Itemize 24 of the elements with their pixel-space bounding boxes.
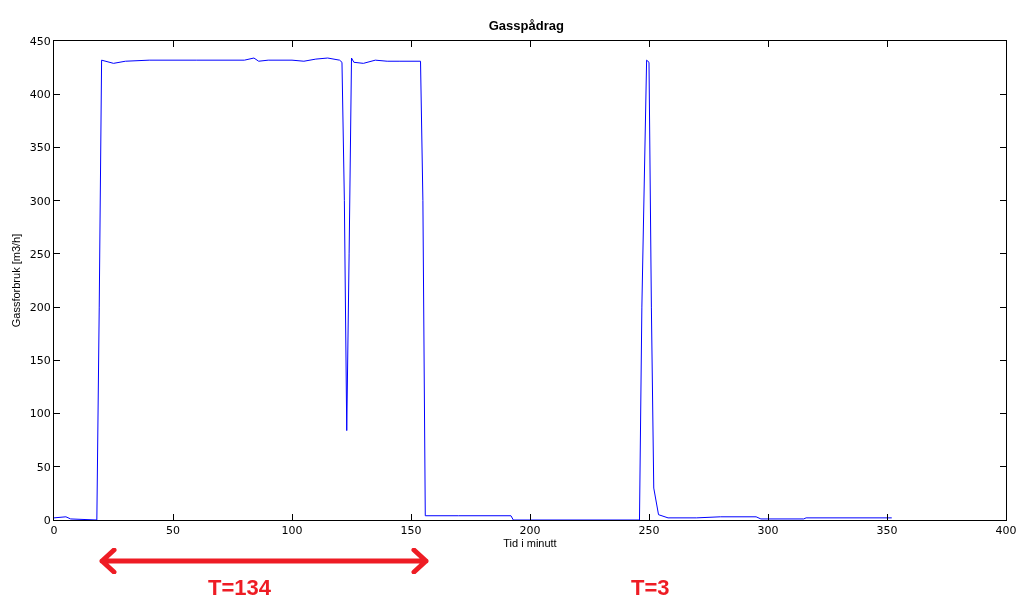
chart-title: Gasspådrag [488, 18, 564, 34]
x-tick-label: 400 [995, 524, 1017, 538]
line-series [54, 57, 893, 520]
x-axis-title: Tid i minutt [503, 537, 557, 550]
y-tick-label: 50 [36, 460, 51, 474]
y-tick-label: 450 [29, 34, 51, 48]
text: T=3 [631, 575, 670, 600]
x-tick-label: 350 [876, 524, 898, 538]
x-tick-label: 100 [281, 524, 303, 538]
x-tick-label: 50 [166, 524, 180, 538]
y-tick-label: 0 [43, 513, 51, 527]
y-tick-label: 300 [29, 194, 51, 208]
x-tick-label: 250 [638, 524, 660, 538]
y-tick-label: 200 [29, 300, 51, 314]
y-tick-label: 350 [29, 141, 51, 155]
y-tick-label: 250 [29, 247, 51, 261]
y-tick-label: 400 [29, 88, 51, 102]
x-tick-label: 200 [519, 524, 541, 538]
x-tick-label: 300 [757, 524, 779, 538]
y-tick-label: 100 [29, 407, 51, 421]
x-tick-label: 150 [400, 524, 422, 538]
text: T=134 [208, 575, 272, 600]
y-axis-title: Gassforbruk [m3/h] [10, 233, 23, 328]
y-tick-label: 150 [29, 354, 51, 368]
